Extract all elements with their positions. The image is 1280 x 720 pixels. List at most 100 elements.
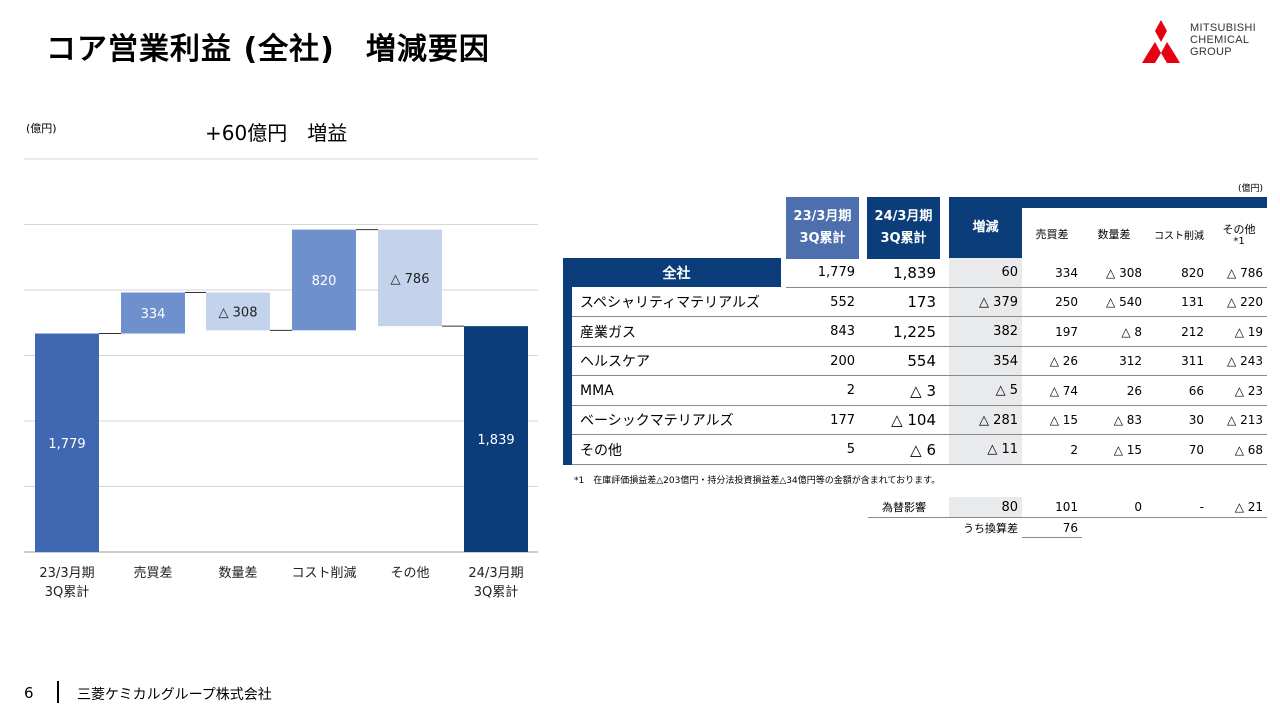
table-cell-diff: 382	[949, 317, 1022, 346]
table-cell-curr: △ 3	[910, 381, 936, 400]
table-cell-f3: 70	[1188, 442, 1204, 457]
bar-value-label: 1,779	[48, 437, 85, 452]
table-cell-curr: △ 6	[910, 440, 936, 459]
header-factor-4-note: *1	[1233, 236, 1245, 247]
header-factor-1-label: 売買差	[1035, 228, 1069, 241]
company-logo: MITSUBISHI CHEMICAL GROUP	[1136, 18, 1266, 64]
bar-value-label: 1,839	[477, 433, 514, 448]
table-cell-curr: 1,839	[893, 263, 936, 282]
table-cell-f3: 820	[1181, 265, 1204, 280]
row-divider	[572, 345, 1267, 347]
waterfall-bar	[464, 326, 528, 552]
waterfall-bar	[378, 229, 442, 327]
table-cell-f3: 131	[1181, 295, 1204, 309]
table-cell-curr: 1,225	[893, 322, 936, 341]
waterfall-bar	[121, 292, 185, 334]
table-cell-f1: 250	[1055, 295, 1078, 309]
table-cell-f1: △ 15	[1049, 413, 1078, 427]
header-curr-period: 24/3月期 3Q累計	[867, 197, 940, 259]
header-factor-2: 数量差	[1086, 212, 1142, 256]
segment-left-strip	[563, 258, 572, 465]
three-diamonds-logo-icon	[1142, 20, 1180, 63]
header-factor-3-label: コスト削減	[1154, 230, 1204, 242]
table-cell-diff: 60	[949, 258, 1022, 287]
bar-value-label: △ 308	[219, 305, 258, 320]
table-unit-label: (億円)	[1238, 184, 1264, 194]
header-factor-2-label: 数量差	[1097, 228, 1131, 241]
table-cell-f4: △ 213	[1227, 413, 1263, 427]
fx-factor-2: 0	[1134, 500, 1142, 514]
table-cell-diff: △ 379	[949, 287, 1022, 317]
table-cell-prev: 1,779	[817, 265, 855, 280]
table-cell-diff: △ 5	[949, 376, 1022, 405]
footer-divider	[57, 681, 59, 703]
waterfall-bar	[35, 333, 99, 552]
table-cell-f2: 312	[1119, 354, 1142, 368]
table-cell-diff: 354	[949, 346, 1022, 376]
fx-factor-1: 101	[1055, 500, 1078, 514]
header-curr-line1: 24/3月期	[874, 209, 933, 224]
header-factor-4: その他 *1	[1214, 212, 1264, 256]
row-divider	[572, 434, 1267, 435]
table-cell-f3: 66	[1188, 383, 1204, 398]
category-tick-label: 売買差	[133, 565, 172, 581]
table-footnote: *1 在庫評価損益差△203億円・持分法投資損益差△34億円等の金額が含まれてお…	[574, 476, 941, 486]
row-divider	[786, 286, 1267, 288]
table-cell-prev: 200	[830, 353, 855, 369]
category-tick-label: その他	[390, 566, 429, 581]
bar-value-label: 334	[141, 307, 166, 322]
chart-unit-label: (億円)	[26, 122, 57, 135]
category-tick-label: 数量差	[218, 566, 257, 581]
waterfall-bar	[292, 229, 356, 331]
logo-line-1: MITSUBISHI	[1190, 22, 1256, 34]
header-diff: 増減	[949, 197, 1022, 259]
header-factor-3: コスト削減	[1147, 212, 1211, 256]
table-cell-diff: △ 11	[949, 435, 1022, 464]
bar-value-label: △ 786	[391, 272, 430, 287]
table-cell-prev: 5	[846, 442, 855, 457]
table-cell-f1: 2	[1070, 442, 1078, 457]
segment-row-label: 産業ガス	[580, 324, 636, 341]
logo-text: MITSUBISHI CHEMICAL GROUP	[1190, 22, 1256, 58]
header-prev-line1: 23/3月期	[793, 209, 852, 224]
segment-row-label: MMA	[580, 382, 614, 399]
category-tick-label: 3Q累計	[45, 584, 90, 600]
table-cell-prev: 177	[830, 412, 855, 428]
header-factor-strip	[1022, 197, 1267, 208]
fx-diff: 80	[949, 497, 1022, 517]
waterfall-chart: 1,779 334 △ 308 820 △ 786 1,839 23/3月期 3Q累計 売買差…	[24, 158, 538, 600]
fx-sub-label: うち換算差	[963, 522, 1018, 535]
header-factor-4-label: その他	[1222, 223, 1256, 236]
table-cell-f4: △ 23	[1234, 383, 1263, 398]
footer-company-name: 三菱ケミカルグループ株式会社	[77, 687, 272, 703]
table-cell-f2: △ 83	[1113, 413, 1142, 427]
header-curr-line2: 3Q累計	[880, 231, 927, 246]
table-cell-f1: 197	[1055, 324, 1078, 339]
table-cell-curr: △ 104	[891, 411, 936, 429]
total-row-label: 全社	[572, 258, 781, 287]
table-cell-f3: 311	[1181, 354, 1204, 368]
table-cell-f1: △ 74	[1049, 383, 1078, 398]
category-tick-label: 24/3月期	[468, 566, 523, 581]
table-cell-prev: 2	[846, 383, 855, 398]
fx-factor-4: △ 21	[1234, 500, 1263, 514]
page-number: 6	[24, 684, 34, 702]
header-factor-1: 売買差	[1024, 212, 1080, 256]
row-divider	[572, 463, 1267, 465]
table-cell-f2: △ 8	[1121, 324, 1142, 339]
row-divider	[572, 375, 1267, 376]
table-cell-f4: △ 220	[1227, 295, 1263, 309]
logo-line-3: GROUP	[1190, 46, 1232, 58]
segment-row-label: スペシャリティマテリアルズ	[580, 295, 761, 311]
table-cell-f2: 26	[1126, 383, 1142, 398]
table-cell-diff: △ 281	[949, 405, 1022, 435]
table-cell-f1: 334	[1055, 265, 1078, 280]
table-cell-f2: △ 540	[1106, 295, 1142, 309]
table-cell-f4: △ 68	[1234, 442, 1263, 457]
table-cell-f4: △ 786	[1227, 265, 1263, 280]
header-prev-line2: 3Q累計	[799, 231, 846, 246]
segment-row-label: その他	[580, 442, 622, 459]
table-cell-prev: 843	[830, 324, 855, 339]
segment-row-label: ヘルスケア	[580, 354, 650, 370]
table-cell-f4: △ 19	[1234, 324, 1263, 339]
